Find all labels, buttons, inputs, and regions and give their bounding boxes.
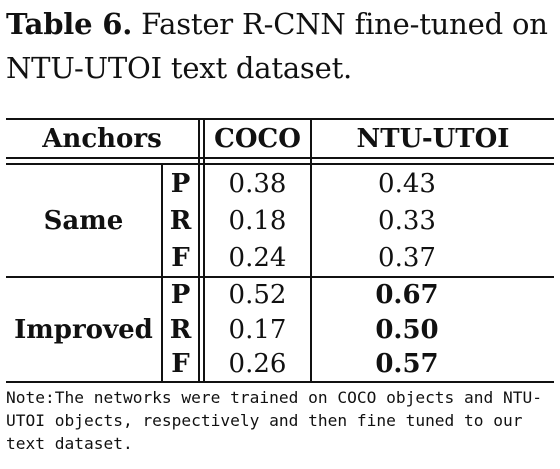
coco-value: 0.18	[228, 205, 287, 236]
header-anchors: Anchors	[42, 123, 162, 154]
ntu-left-rule	[310, 118, 312, 382]
metric-left-rule	[161, 164, 163, 382]
ntu-utoi-value: 0.37	[378, 242, 436, 273]
coco-value: 0.26	[228, 349, 287, 379]
caption-label: Table 6.	[6, 7, 133, 41]
metric-p: P	[170, 168, 191, 199]
group-label-same: Same	[43, 205, 124, 236]
ntu-utoi-value-best: 0.57	[375, 349, 439, 379]
coco-value: 0.52	[228, 280, 287, 310]
coco-left-rule-1	[198, 118, 200, 382]
coco-value: 0.38	[228, 168, 287, 199]
coco-value: 0.17	[228, 314, 287, 345]
metric-f: F	[171, 349, 190, 379]
ntu-utoi-value-best: 0.50	[375, 314, 439, 345]
ntu-utoi-value: 0.33	[378, 205, 436, 236]
table-note: Note:The networks were trained on COCO o…	[6, 388, 543, 453]
metric-f: F	[171, 242, 190, 273]
header-rule-upper	[6, 157, 554, 159]
header-ntu-utoi: NTU-UTOI	[356, 123, 510, 154]
bottom-rule	[6, 381, 554, 383]
coco-value: 0.24	[228, 242, 287, 273]
group-rule	[6, 276, 554, 278]
metric-r: R	[169, 205, 192, 236]
header-rule-lower	[6, 163, 554, 165]
header-coco: COCO	[214, 123, 301, 154]
group-label-improved: Improved	[14, 315, 153, 345]
table-caption: Table 6. Faster R-CNN fine-tuned on NTU-…	[6, 2, 558, 90]
top-rule	[6, 118, 554, 120]
caption-text: Faster R-CNN fine-tuned on NTU-UTOI text…	[6, 7, 548, 85]
ntu-utoi-value: 0.43	[378, 168, 436, 199]
ntu-utoi-value-best: 0.67	[375, 280, 439, 310]
metric-r: R	[169, 314, 192, 345]
coco-left-rule-2	[203, 118, 205, 382]
metric-p: P	[170, 280, 191, 310]
